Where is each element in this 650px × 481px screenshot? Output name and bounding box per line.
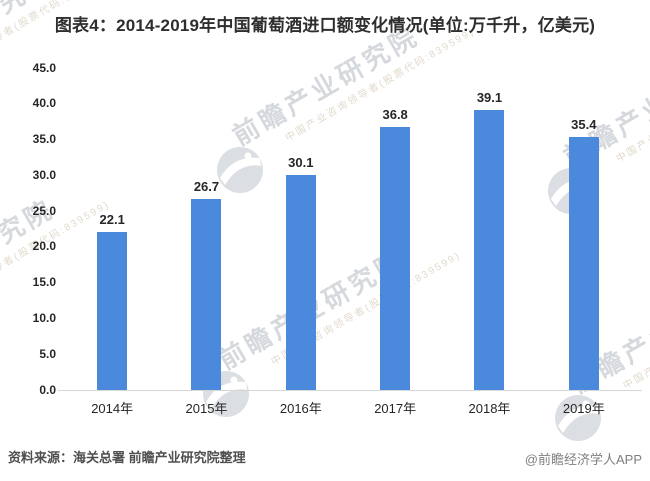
x-category-label: 2015年 [185, 401, 228, 416]
y-tick-label: 40.0 [32, 96, 56, 111]
bar-value-label: 35.4 [571, 117, 597, 132]
y-tick-label: 0.0 [39, 382, 56, 397]
bar [568, 137, 599, 390]
source-note: 资料来源：海关总署 前瞻产业研究院整理 [8, 450, 246, 465]
bar-value-label: 36.8 [382, 107, 408, 122]
x-category-label: 2019年 [562, 401, 605, 416]
bar-slot: 39.1 [442, 68, 536, 390]
bar-value-label: 30.1 [288, 155, 314, 170]
y-axis: 0.0 5.0 10.0 15.0 20.0 25.0 30.0 35.0 40.0 45.0 [0, 61, 56, 397]
y-tick-label: 35.0 [32, 132, 56, 147]
x-category-label: 2017年 [374, 401, 417, 416]
y-tick-label: 20.0 [32, 239, 56, 254]
bar-slot: 35.4 [537, 68, 631, 390]
bar-slot: 30.1 [254, 68, 348, 390]
bar [474, 110, 505, 390]
bar [380, 127, 411, 390]
bar-slot: 36.8 [348, 68, 442, 390]
x-axis-line [58, 390, 642, 391]
y-tick-label: 25.0 [32, 203, 56, 218]
bar-value-label: 22.1 [99, 212, 125, 227]
bar [191, 199, 222, 390]
bar-value-label: 39.1 [476, 90, 503, 105]
x-category-label: 2014年 [91, 401, 134, 416]
bar [97, 232, 128, 390]
plot-area: 22.1 26.7 30.1 36.8 39.1 35.4 [65, 68, 631, 390]
y-tick-label: 45.0 [32, 60, 56, 75]
chart-title: 图表4：2014-2019年中国葡萄酒进口额变化情况(单位:万千升，亿美元) [54, 16, 596, 35]
bar-slot: 22.1 [65, 68, 159, 390]
x-axis: 2014年 2015年 2016年 2017年 2018年 2019年 [65, 398, 631, 417]
x-category-label: 2016年 [279, 401, 322, 416]
credit-note: @前瞻经济学人APP [524, 452, 642, 467]
y-tick-label: 30.0 [32, 167, 56, 182]
y-tick-label: 15.0 [32, 275, 56, 290]
y-tick-label: 10.0 [32, 310, 56, 325]
bar-value-label: 26.7 [193, 179, 220, 194]
y-tick-label: 5.0 [39, 346, 56, 361]
x-category-label: 2018年 [468, 401, 511, 416]
bar-slot: 26.7 [159, 68, 253, 390]
bar [285, 175, 316, 390]
